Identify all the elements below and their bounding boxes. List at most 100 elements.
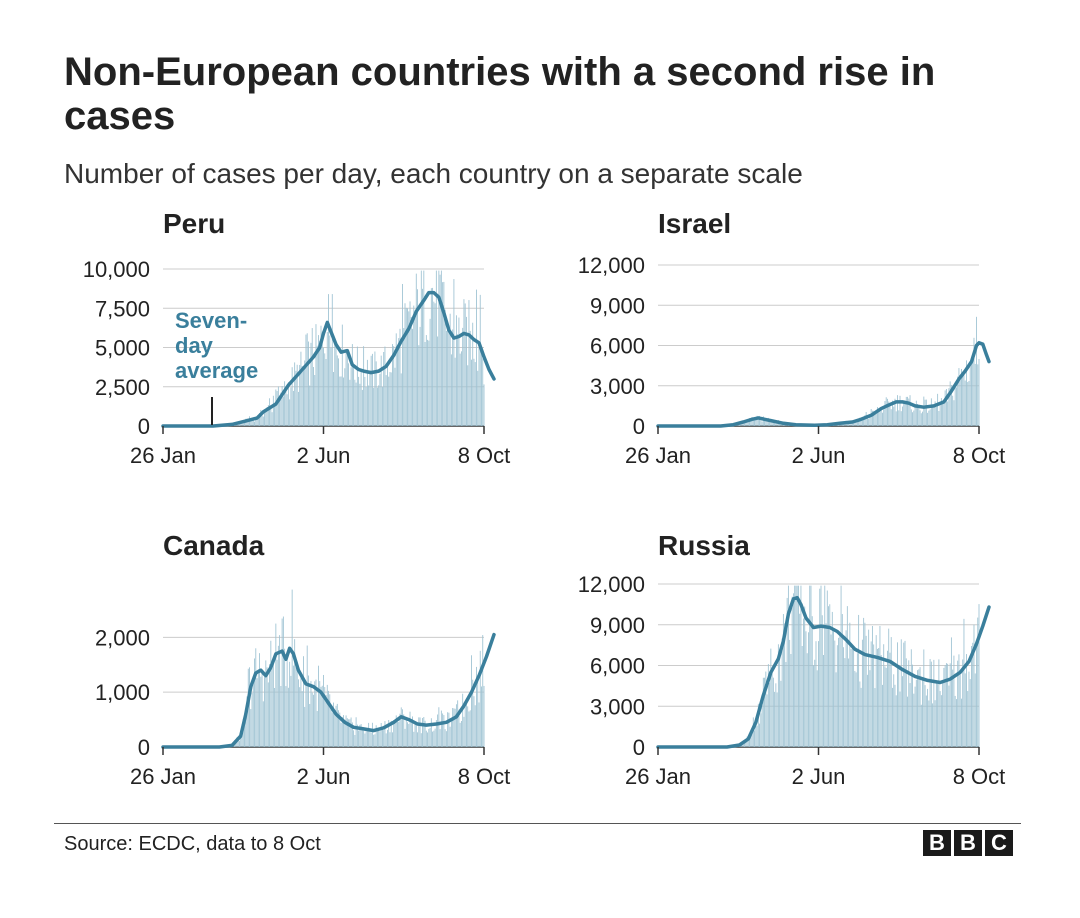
daily-case-bar	[425, 730, 427, 747]
daily-case-bar	[864, 415, 866, 426]
daily-case-bar	[291, 367, 293, 426]
daily-case-bar	[782, 424, 784, 426]
daily-case-bar	[925, 399, 927, 426]
daily-case-bar	[902, 676, 903, 747]
daily-case-bar	[892, 400, 893, 426]
daily-case-bar	[933, 659, 935, 747]
daily-case-bar	[476, 666, 477, 747]
daily-case-bar	[850, 649, 852, 747]
daily-case-bar	[385, 733, 387, 747]
daily-case-bar	[917, 403, 918, 426]
daily-case-bar	[923, 649, 925, 747]
daily-case-bar	[435, 270, 437, 426]
daily-case-bar	[358, 376, 360, 426]
daily-case-bar	[923, 396, 925, 426]
daily-case-bar	[820, 585, 822, 747]
daily-case-bar	[405, 307, 407, 426]
x-tick-label: 26 Jan	[625, 443, 691, 468]
daily-case-bar	[745, 420, 747, 426]
daily-case-bar	[457, 700, 459, 747]
daily-case-bar	[383, 730, 385, 747]
daily-case-bar	[756, 725, 758, 747]
daily-case-bar	[305, 334, 307, 426]
daily-case-bar	[280, 686, 282, 747]
daily-case-bar	[481, 686, 482, 747]
daily-case-bar	[432, 731, 434, 747]
daily-case-bar	[239, 423, 240, 426]
daily-case-bar	[275, 623, 277, 747]
daily-case-bar	[914, 686, 916, 747]
daily-case-bar	[784, 623, 786, 747]
daily-case-bar	[369, 370, 371, 426]
daily-case-bar	[952, 669, 954, 747]
daily-case-bar	[444, 729, 446, 747]
x-tick-label: 8 Oct	[953, 443, 1006, 468]
daily-case-bar	[442, 282, 444, 426]
daily-case-bar	[419, 326, 421, 426]
daily-case-bar	[929, 659, 931, 747]
y-tick-label: 0	[633, 735, 645, 760]
daily-case-bar	[958, 368, 960, 426]
daily-case-bar	[301, 691, 303, 747]
daily-case-bar	[464, 303, 466, 426]
daily-case-bar	[771, 669, 773, 747]
daily-case-bar	[880, 407, 882, 426]
daily-case-bar	[350, 717, 352, 747]
daily-case-bar	[884, 401, 886, 426]
daily-case-bar	[968, 380, 970, 426]
daily-case-bar	[388, 719, 390, 747]
daily-case-bar	[779, 655, 781, 747]
daily-case-bar	[477, 370, 479, 426]
daily-case-bar	[454, 357, 456, 426]
daily-case-bar	[444, 309, 446, 426]
daily-case-bar	[853, 649, 855, 747]
daily-case-bar	[452, 329, 454, 426]
y-tick-label: 0	[138, 414, 150, 439]
daily-case-bar	[345, 715, 347, 747]
daily-case-bar	[885, 397, 887, 426]
daily-case-bar	[464, 704, 466, 747]
daily-case-bar	[459, 353, 461, 426]
y-tick-label: 5,000	[95, 336, 150, 361]
daily-case-bar	[905, 658, 907, 747]
y-tick-label: 3,000	[590, 694, 645, 719]
daily-case-bar	[244, 420, 245, 426]
daily-case-bar	[887, 398, 888, 426]
daily-case-bar	[328, 690, 329, 747]
daily-case-bar	[381, 729, 383, 747]
daily-case-bar	[256, 419, 258, 426]
daily-case-bar	[874, 688, 876, 747]
daily-case-bar	[879, 625, 881, 747]
daily-case-bar	[379, 731, 381, 747]
daily-case-bar	[907, 696, 908, 747]
daily-case-bar	[333, 702, 334, 747]
daily-case-bar	[885, 667, 887, 747]
daily-case-bar	[755, 417, 757, 426]
daily-case-bar	[376, 387, 378, 426]
daily-case-bar	[340, 722, 342, 747]
daily-case-bar	[814, 659, 816, 747]
daily-case-bar	[326, 684, 328, 747]
daily-case-bar	[759, 723, 761, 747]
daily-case-bar	[466, 703, 467, 747]
daily-case-bar	[819, 588, 821, 747]
daily-case-bar	[770, 648, 772, 747]
daily-case-bar	[314, 681, 316, 747]
daily-case-bar	[297, 391, 299, 426]
daily-case-bar	[800, 585, 802, 747]
daily-case-bar	[834, 640, 836, 747]
daily-case-bar	[777, 644, 779, 747]
daily-case-bar	[789, 639, 791, 747]
daily-case-bar	[483, 685, 485, 747]
x-tick-label: 2 Jun	[792, 764, 846, 789]
chart-panel-canada: Canada 0 1,000 2,000 26 Jan 2 Jun 8 Oct	[95, 530, 510, 789]
daily-case-bar	[440, 710, 442, 747]
daily-case-bar	[239, 740, 240, 747]
daily-case-bar	[463, 716, 465, 747]
daily-case-bar	[383, 351, 385, 426]
daily-case-bar	[429, 318, 431, 426]
daily-case-bar	[473, 696, 475, 747]
daily-case-bar	[747, 419, 749, 426]
daily-case-bar	[418, 717, 420, 747]
daily-case-bar	[285, 390, 287, 426]
